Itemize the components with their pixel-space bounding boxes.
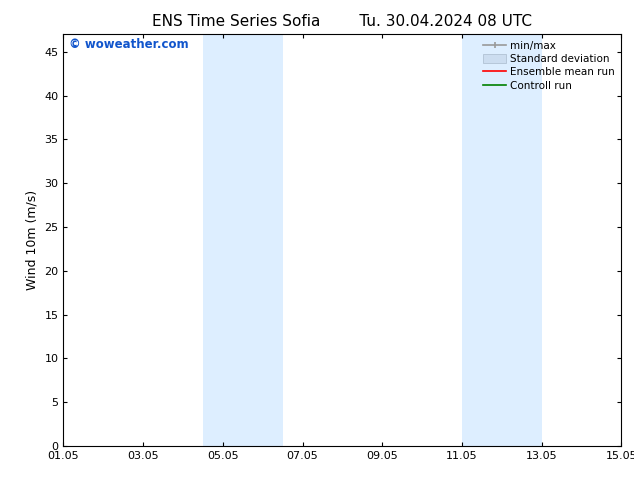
Bar bbox=[203, 34, 283, 446]
Y-axis label: Wind 10m (m/s): Wind 10m (m/s) bbox=[26, 190, 39, 290]
Bar bbox=[462, 34, 541, 446]
Title: ENS Time Series Sofia        Tu. 30.04.2024 08 UTC: ENS Time Series Sofia Tu. 30.04.2024 08 … bbox=[152, 14, 533, 29]
Legend: min/max, Standard deviation, Ensemble mean run, Controll run: min/max, Standard deviation, Ensemble me… bbox=[479, 36, 619, 95]
Text: © woweather.com: © woweather.com bbox=[69, 38, 188, 51]
